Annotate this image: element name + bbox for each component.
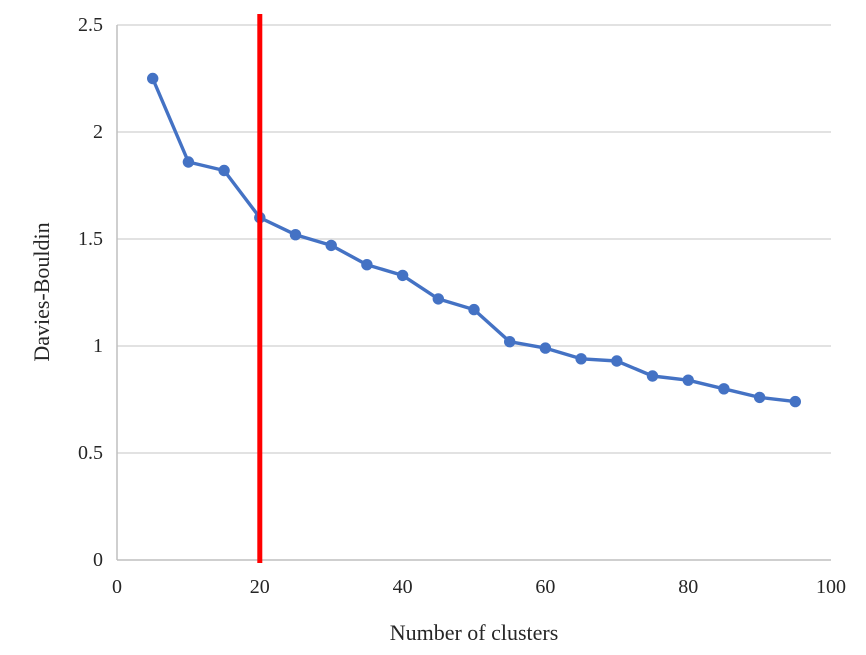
- x-tick-label: 100: [816, 576, 846, 598]
- data-point-marker: [218, 164, 230, 177]
- y-tick-label: 0: [93, 549, 103, 571]
- data-point-marker: [325, 239, 337, 252]
- x-axis-title: Number of clusters: [389, 620, 559, 645]
- data-point-marker: [468, 303, 480, 316]
- x-tick-label: 0: [112, 576, 122, 598]
- data-point-marker: [789, 395, 801, 408]
- data-point-marker: [539, 342, 552, 354]
- data-point-marker: [504, 336, 516, 348]
- data-point-marker: [396, 269, 409, 282]
- x-tick-label: 20: [249, 576, 270, 598]
- data-point-marker: [682, 374, 694, 386]
- data-point-marker: [361, 259, 373, 271]
- y-tick-label: 2.5: [78, 14, 103, 36]
- data-point-marker: [147, 72, 159, 85]
- data-point-marker: [753, 391, 766, 404]
- data-point-marker: [646, 370, 659, 382]
- data-point-marker: [182, 156, 195, 168]
- y-tick-label: 2: [93, 121, 103, 143]
- y-tick-label: 1: [93, 335, 103, 357]
- y-tick-label: 0.5: [78, 442, 103, 464]
- y-tick-label: 1.5: [78, 228, 103, 250]
- series-line: [150, 76, 797, 404]
- data-point-marker: [289, 229, 302, 241]
- data-point-marker: [718, 383, 730, 395]
- x-tick-label: 80: [678, 576, 699, 598]
- data-point-marker: [575, 353, 587, 365]
- y-axis-title: Davies-Bouldin: [29, 222, 54, 362]
- data-point-marker: [432, 293, 444, 305]
- x-tick-label: 40: [392, 576, 413, 598]
- x-tick-label: 60: [535, 576, 556, 598]
- data-point-marker: [611, 355, 623, 367]
